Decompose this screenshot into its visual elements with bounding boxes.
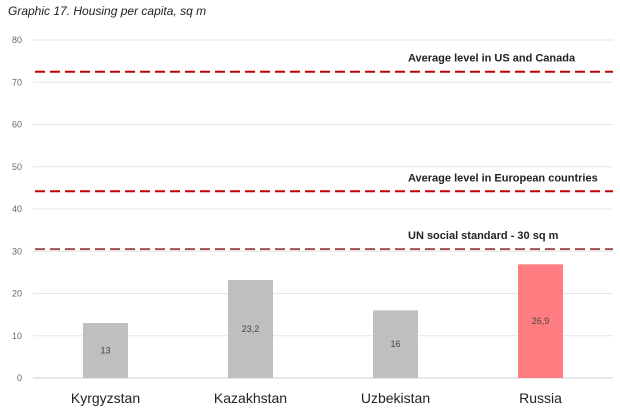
bar-kyrgyzstan xyxy=(83,323,128,378)
chart-title: Graphic 17. Housing per capita, sq m xyxy=(8,4,206,18)
x-tick-label: Russia xyxy=(519,390,562,406)
reference-line-label: Average level in US and Canada xyxy=(408,53,576,65)
y-tick-label: 70 xyxy=(12,77,22,87)
data-label: 26,9 xyxy=(532,316,550,326)
reference-line-label: UN social standard - 30 sq m xyxy=(408,230,559,242)
y-tick-label: 0 xyxy=(17,373,22,383)
data-label: 23,2 xyxy=(242,324,260,334)
y-tick-label: 50 xyxy=(12,162,22,172)
data-label: 13 xyxy=(100,346,110,356)
x-tick-label: Uzbekistan xyxy=(361,390,430,406)
y-tick-label: 10 xyxy=(12,331,22,341)
y-tick-label: 80 xyxy=(12,35,22,45)
bar-russia xyxy=(518,264,563,378)
y-tick-label: 60 xyxy=(12,120,22,130)
y-tick-label: 40 xyxy=(12,204,22,214)
bar-kazakhstan xyxy=(228,279,273,378)
x-tick-label: Kyrgyzstan xyxy=(71,390,140,406)
y-tick-label: 30 xyxy=(12,246,22,256)
data-label: 16 xyxy=(390,339,400,349)
reference-line-label: Average level in European countries xyxy=(408,172,598,184)
y-tick-label: 20 xyxy=(12,289,22,299)
x-tick-label: Kazakhstan xyxy=(214,390,287,406)
bar-uzbekistan xyxy=(373,310,418,378)
